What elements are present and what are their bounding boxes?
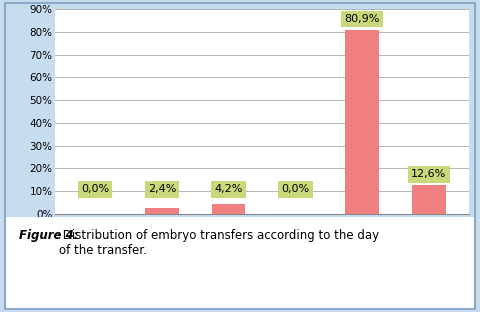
Text: Figure 4:: Figure 4: — [19, 229, 79, 242]
Text: Distribution of embryo transfers according to the day
of the transfer.: Distribution of embryo transfers accordi… — [59, 229, 379, 257]
Text: 12,6%: 12,6% — [411, 169, 446, 179]
Text: 0,0%: 0,0% — [81, 184, 109, 194]
Text: 2,4%: 2,4% — [148, 184, 176, 194]
Bar — [346, 30, 379, 214]
Bar — [212, 204, 245, 214]
Text: 80,9%: 80,9% — [345, 14, 380, 24]
Text: 4,2%: 4,2% — [215, 184, 243, 194]
Bar — [412, 185, 445, 214]
Bar — [145, 208, 179, 214]
Text: 0,0%: 0,0% — [281, 184, 310, 194]
